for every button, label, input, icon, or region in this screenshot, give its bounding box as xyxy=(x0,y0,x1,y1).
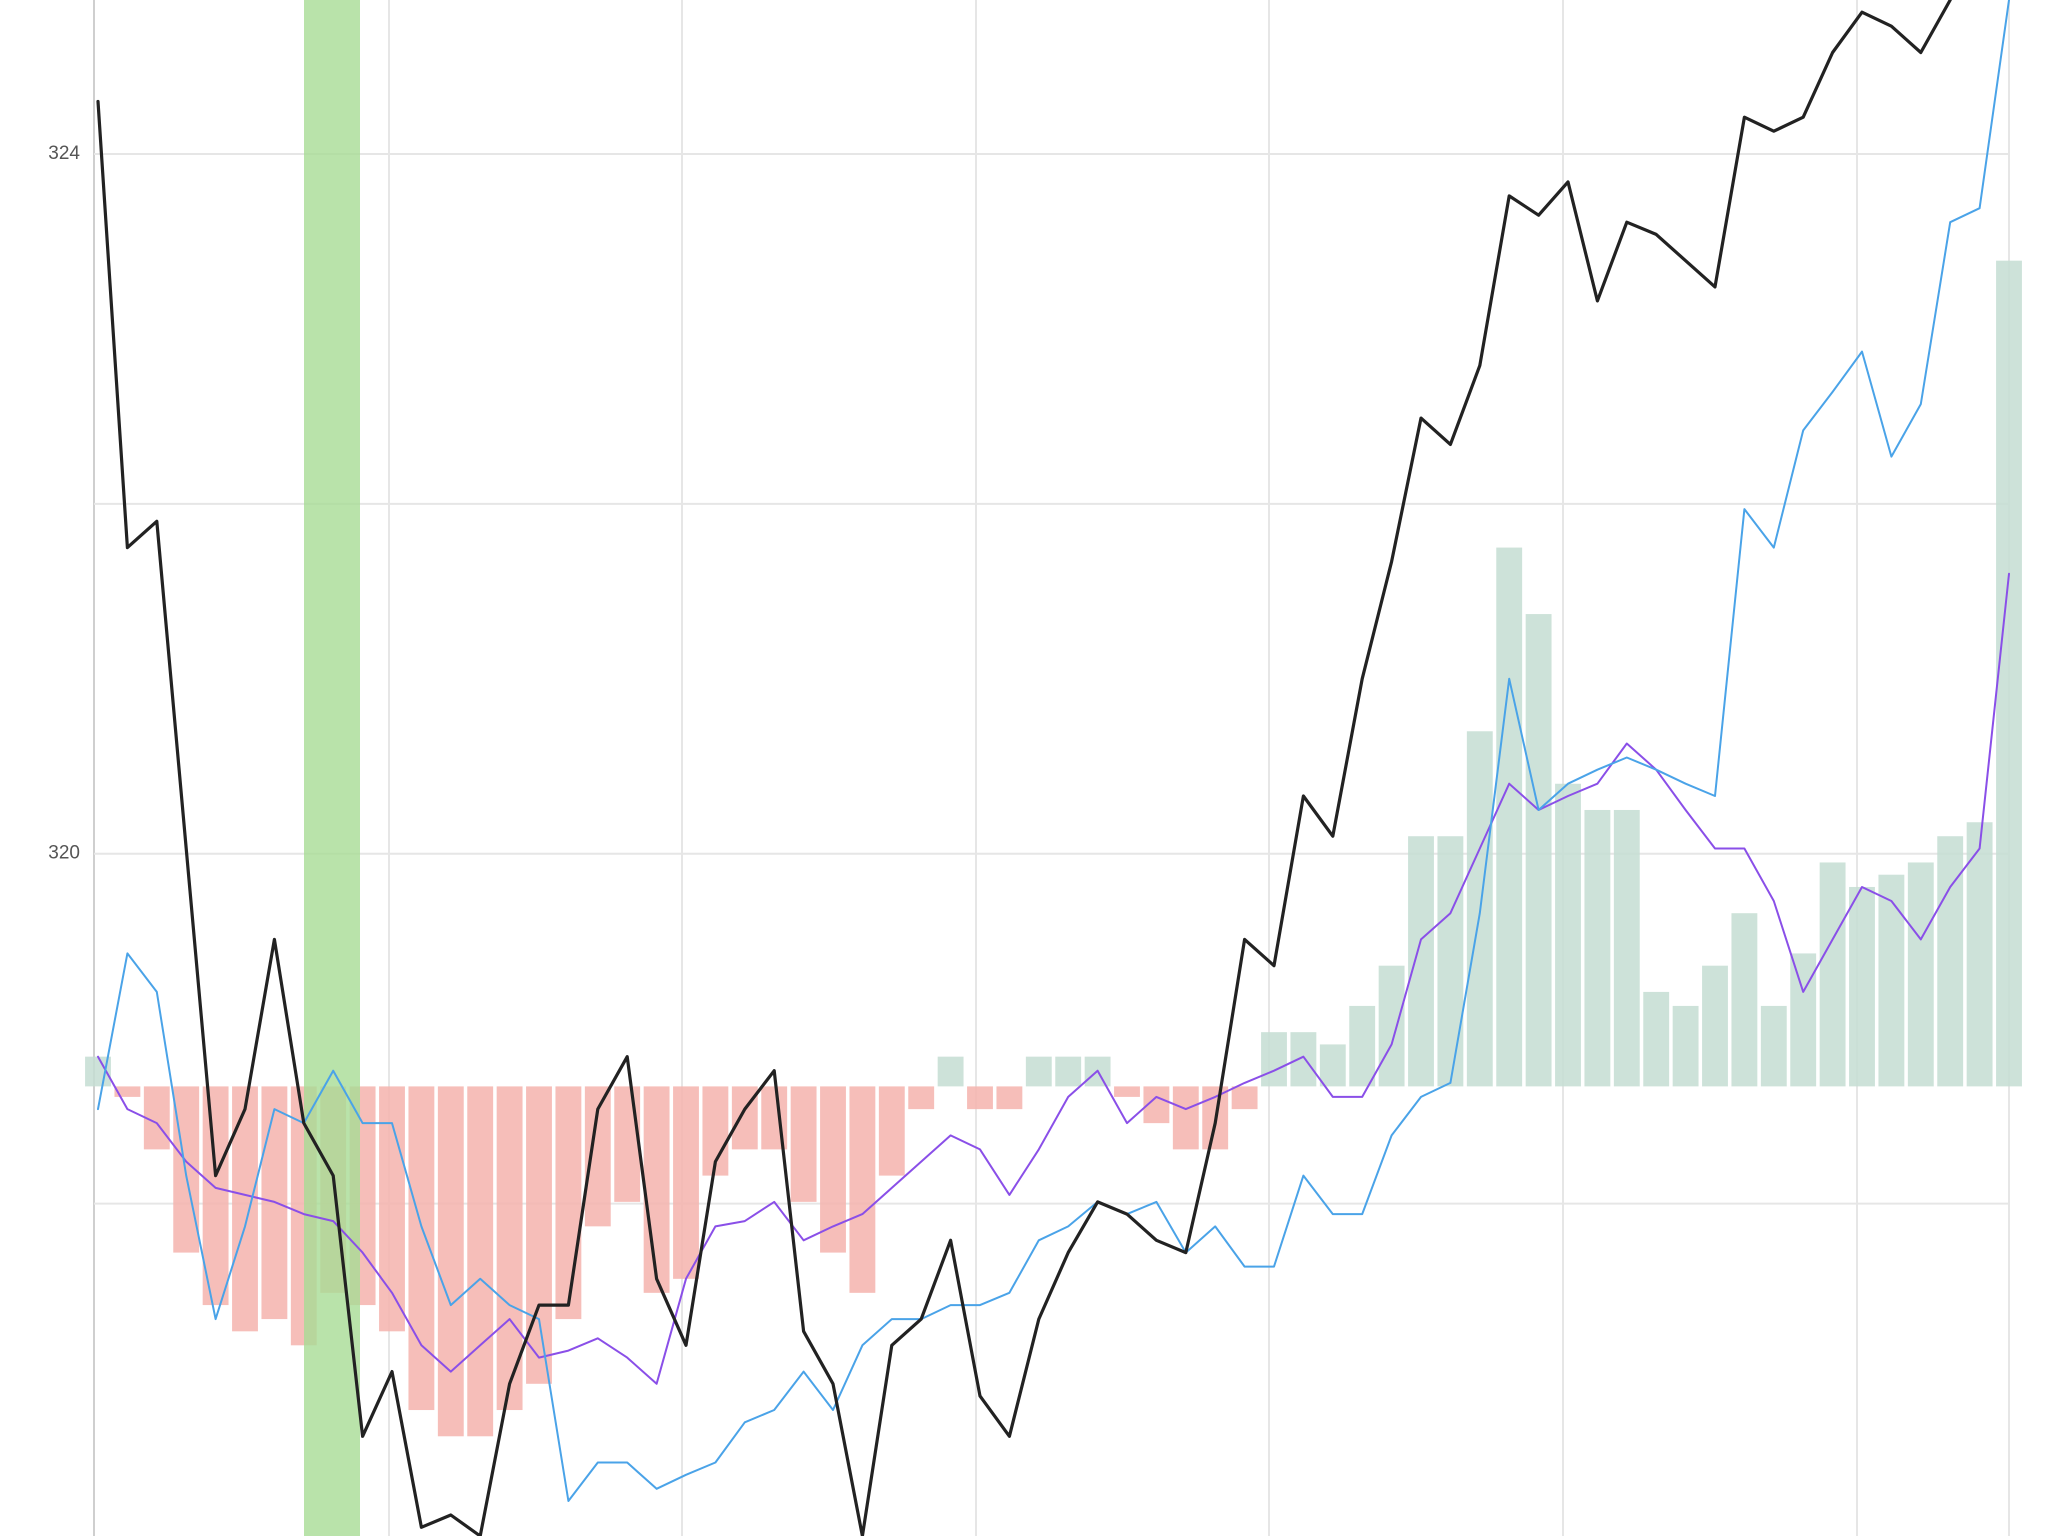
bar xyxy=(1613,809,1640,1087)
bar xyxy=(790,1086,817,1202)
bar xyxy=(1849,886,1875,1087)
bar xyxy=(1672,1005,1699,1087)
bar xyxy=(614,1086,641,1202)
bar xyxy=(673,1086,699,1279)
bar xyxy=(1937,836,1964,1087)
bar xyxy=(908,1086,935,1110)
bar xyxy=(1378,965,1405,1087)
bar xyxy=(1643,991,1670,1087)
series-line xyxy=(97,572,2010,1385)
bar xyxy=(1290,1032,1317,1087)
bar xyxy=(1025,1056,1052,1087)
bar xyxy=(820,1086,846,1253)
bar xyxy=(437,1086,464,1437)
bar xyxy=(1349,1005,1376,1087)
bar xyxy=(1878,874,1905,1087)
bar xyxy=(1055,1056,1082,1087)
bar xyxy=(1172,1086,1199,1150)
bar xyxy=(1584,809,1611,1087)
bar xyxy=(555,1086,582,1320)
bar xyxy=(1966,822,1993,1087)
bar xyxy=(1907,862,1934,1087)
bar xyxy=(1790,953,1817,1087)
bar xyxy=(526,1086,552,1384)
bar xyxy=(1319,1044,1346,1087)
bar xyxy=(849,1086,876,1293)
bar xyxy=(967,1086,993,1110)
bar xyxy=(1231,1086,1258,1110)
highlight-band xyxy=(304,0,360,1536)
bar xyxy=(937,1056,964,1087)
bar xyxy=(496,1086,523,1411)
bar xyxy=(1731,913,1758,1087)
bar xyxy=(202,1086,229,1306)
bar xyxy=(996,1086,1023,1110)
y-tick-label: 320 xyxy=(48,843,80,864)
bar xyxy=(1408,836,1434,1087)
bar xyxy=(1702,965,1728,1087)
bar xyxy=(114,1086,141,1097)
series-line xyxy=(97,0,2010,1502)
bar xyxy=(1114,1086,1140,1097)
bar xyxy=(1261,1032,1287,1087)
y-tick-label: 324 xyxy=(48,143,80,164)
bar xyxy=(379,1086,405,1332)
vertical-grid xyxy=(388,0,2010,1536)
bar xyxy=(1996,260,2022,1087)
bar xyxy=(1555,783,1581,1087)
bar xyxy=(1496,547,1523,1087)
bar xyxy=(1819,862,1846,1087)
bar xyxy=(1525,614,1552,1087)
series-line xyxy=(96,0,1952,1536)
bar xyxy=(643,1086,670,1293)
bar xyxy=(1760,1005,1787,1087)
bar xyxy=(1437,836,1464,1087)
bar xyxy=(467,1086,494,1437)
bar xyxy=(878,1086,905,1176)
bar xyxy=(232,1086,258,1332)
